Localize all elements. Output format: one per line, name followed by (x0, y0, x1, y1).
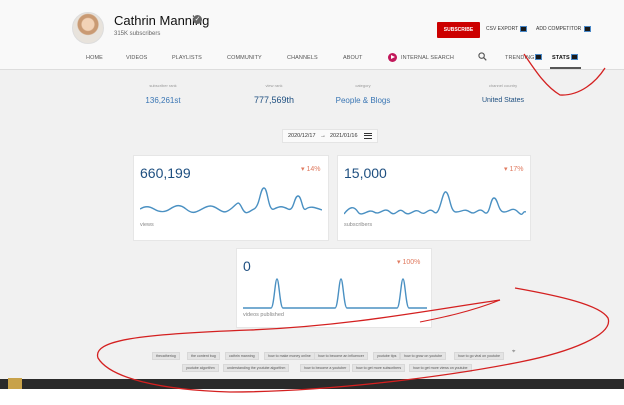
tab-videos[interactable]: VIDEOS (126, 55, 148, 61)
tag-chip[interactable]: how to grow on youtube (400, 352, 447, 360)
taskbar (0, 379, 624, 389)
subscribers-sparkline (344, 191, 526, 215)
stat-label: subscriber rank (149, 83, 177, 88)
tag-chip[interactable]: understanding the youtube algorithm (223, 364, 290, 372)
videos-sparkline (243, 278, 427, 309)
subscribers-card: 15,000 ▾ 17% subscribers (337, 155, 531, 241)
channel-nav: HOME VIDEOS PLAYLISTS COMMUNITY CHANNELS… (0, 46, 624, 70)
category-value[interactable]: People & Blogs (335, 96, 391, 105)
tab-channels[interactable]: CHANNELS (287, 55, 318, 61)
videos-card: 0 ▾ 100% videos published (236, 248, 432, 328)
verified-icon: ✓ (193, 15, 202, 24)
channel-header: Cathrin Manning ✓ 315K subscribers SUBSC… (0, 0, 624, 46)
tag-chip[interactable]: cathrin manning (225, 352, 259, 360)
views-change: ▾ 14% (301, 166, 321, 173)
bottom-strip (0, 389, 624, 405)
videos-label: videos published (243, 312, 284, 318)
view-rank-value: 777,569th (253, 95, 295, 105)
views-sparkline (140, 187, 322, 214)
tag-chip[interactable]: the content bug (187, 352, 220, 360)
channel-name[interactable]: Cathrin Manning (114, 13, 210, 28)
subscribers-change: ▾ 17% (504, 166, 524, 173)
tab-trending[interactable]: TRENDING (505, 55, 535, 61)
tag-chip[interactable]: how to become an influencer (314, 352, 368, 360)
tag-chip[interactable]: thecatheriog (152, 352, 180, 360)
subscribe-button[interactable]: SUBSCRIBE (437, 22, 480, 38)
tag-chip[interactable]: how to make money online (264, 352, 315, 360)
subscriber-count: 315K subscribers (114, 31, 161, 37)
views-label: views (140, 222, 154, 228)
videos-value: 0 (243, 258, 251, 274)
date-range-picker[interactable]: 2020/12/17 → 2021/01/16 (282, 129, 378, 143)
extension-icon (520, 26, 527, 32)
add-competitor-button[interactable]: ADD COMPETITOR (536, 26, 582, 32)
extension-icon (571, 54, 578, 60)
tag-chip[interactable]: how to get more views on youtube (409, 364, 472, 372)
channel-avatar[interactable] (72, 12, 104, 44)
stat-label: category (355, 83, 371, 88)
cursor-icon: ⌖ (512, 349, 516, 355)
play-icon (388, 53, 397, 62)
country-value: United States (481, 97, 525, 104)
subscribers-label: subscribers (344, 222, 373, 228)
views-value: 660,199 (140, 165, 191, 181)
tab-community[interactable]: COMMUNITY (227, 55, 262, 61)
subscribers-value: 15,000 (344, 165, 387, 181)
subscriber-rank-value: 136,261st (145, 96, 181, 105)
tab-playlists[interactable]: PLAYLISTS (172, 55, 202, 61)
tag-chip[interactable]: youtube tips (373, 352, 401, 360)
tab-home[interactable]: HOME (86, 55, 103, 61)
tab-internal-search[interactable]: INTERNAL SEARCH (401, 55, 454, 61)
views-card: 660,199 ▾ 14% views (133, 155, 329, 241)
tag-chip[interactable]: youtube algorithm (182, 364, 219, 372)
tab-stats[interactable]: STATS (552, 55, 570, 61)
date-start: 2020/12/17 (288, 133, 316, 139)
extension-icon (535, 54, 542, 60)
menu-icon[interactable] (364, 133, 372, 139)
tag-chip[interactable]: how to become a youtuber (300, 364, 351, 372)
stat-label: channel country (488, 83, 518, 88)
taskbar-app-icon[interactable] (8, 378, 22, 390)
extension-icon (584, 26, 591, 32)
arrow-right-icon: → (320, 133, 326, 139)
csv-export-button[interactable]: CSV EXPORT (486, 26, 519, 32)
stat-label: view rank (265, 83, 283, 88)
tag-chip[interactable]: how to go viral on youtube (454, 352, 504, 360)
active-tab-indicator (550, 67, 581, 69)
tag-chip[interactable]: how to get more subscribers (352, 364, 406, 372)
videos-change: ▾ 100% (397, 259, 421, 266)
tab-about[interactable]: ABOUT (343, 55, 363, 61)
date-end: 2021/01/16 (330, 133, 358, 139)
search-icon[interactable] (478, 52, 487, 61)
